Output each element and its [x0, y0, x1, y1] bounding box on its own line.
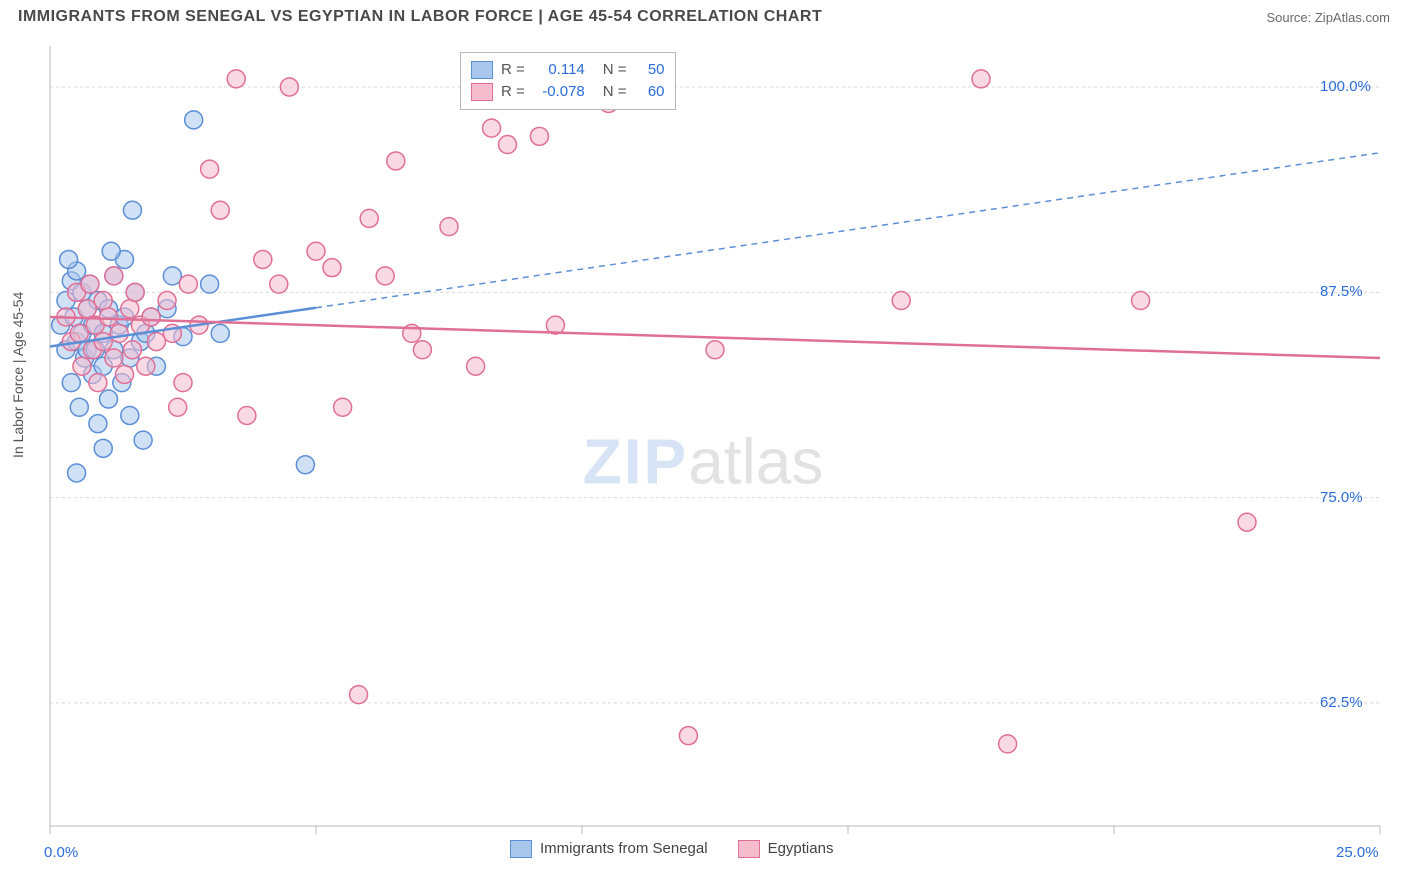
- legend-swatch: [510, 840, 532, 858]
- series-name: Immigrants from Senegal: [540, 838, 708, 860]
- r-value: -0.078: [533, 81, 585, 103]
- axis-tick-label: 0.0%: [44, 844, 78, 861]
- series-legend-item: Immigrants from Senegal: [510, 838, 708, 860]
- axis-tick-label: 25.0%: [1336, 844, 1379, 861]
- series-legend: Immigrants from Senegal Egyptians: [510, 838, 833, 860]
- series-name: Egyptians: [768, 838, 834, 860]
- y-axis-label: In Labor Force | Age 45-54: [10, 292, 26, 458]
- source-label: Source: ZipAtlas.com: [1266, 10, 1390, 25]
- r-label: R =: [501, 59, 525, 81]
- n-label: N =: [603, 81, 627, 103]
- chart-area: In Labor Force | Age 45-54 ZIPatlas R =0…: [0, 38, 1406, 892]
- n-label: N =: [603, 59, 627, 81]
- axis-tick-label: 87.5%: [1320, 283, 1363, 300]
- r-label: R =: [501, 81, 525, 103]
- stats-legend-row: R = -0.078 N = 60: [471, 81, 665, 103]
- axis-tick-label: 100.0%: [1320, 78, 1371, 95]
- legend-swatch: [738, 840, 760, 858]
- scatter-plot: [0, 38, 1400, 886]
- axis-tick-label: 62.5%: [1320, 694, 1363, 711]
- n-value: 60: [635, 81, 665, 103]
- r-value: 0.114: [533, 59, 585, 81]
- legend-swatch: [471, 61, 493, 79]
- chart-title: IMMIGRANTS FROM SENEGAL VS EGYPTIAN IN L…: [18, 8, 822, 26]
- legend-swatch: [471, 83, 493, 101]
- stats-legend: R = 0.114 N = 50 R = -0.078 N = 60: [460, 52, 676, 110]
- stats-legend-row: R = 0.114 N = 50: [471, 59, 665, 81]
- series-legend-item: Egyptians: [738, 838, 834, 860]
- axis-tick-label: 75.0%: [1320, 489, 1363, 506]
- n-value: 50: [635, 59, 665, 81]
